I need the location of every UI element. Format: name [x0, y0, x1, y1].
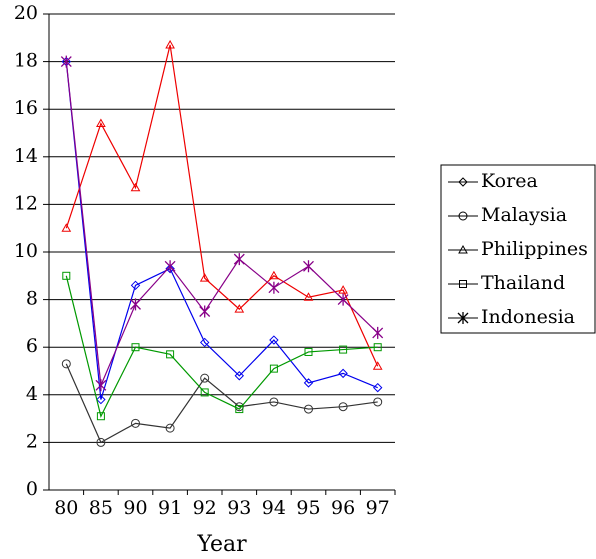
y-tick-label: 6	[26, 335, 38, 357]
data-point	[199, 337, 210, 348]
legend-label: Thailand	[481, 272, 565, 294]
x-tick-label: 94	[262, 497, 286, 519]
data-point	[96, 412, 105, 421]
data-point	[269, 364, 278, 373]
data-point	[130, 182, 141, 192]
x-tick-label: 93	[227, 497, 251, 519]
data-point	[338, 368, 348, 379]
series-line	[65, 363, 378, 444]
data-point	[234, 371, 245, 381]
data-point	[372, 326, 384, 339]
legend-marker	[458, 211, 468, 221]
data-point	[199, 305, 211, 318]
y-tick-label: 20	[14, 2, 38, 24]
y-tick-label: 14	[14, 145, 38, 167]
data-point	[337, 293, 349, 306]
data-point	[61, 223, 72, 232]
data-point	[130, 280, 141, 291]
data-point	[233, 253, 245, 266]
data-point	[200, 373, 210, 383]
x-tick-label: 91	[158, 497, 182, 519]
data-point	[234, 304, 245, 313]
data-point	[235, 405, 244, 414]
data-point	[304, 347, 313, 356]
data-point	[304, 404, 313, 414]
legend-marker	[458, 244, 468, 254]
y-tick-label: 10	[14, 240, 38, 262]
y-tick-label: 8	[26, 288, 38, 310]
x-tick-label: 95	[296, 497, 320, 519]
series-line	[65, 61, 379, 388]
data-point	[131, 418, 140, 428]
data-point	[95, 379, 107, 392]
data-point	[130, 298, 141, 311]
data-point	[60, 55, 72, 68]
data-point	[303, 378, 314, 388]
data-point	[165, 39, 175, 49]
data-point	[269, 397, 279, 407]
data-point	[96, 437, 106, 447]
data-point	[96, 394, 106, 405]
y-tick-label: 16	[14, 97, 38, 119]
data-point	[62, 271, 71, 280]
data-point	[269, 335, 279, 345]
x-tick-label: 96	[331, 497, 355, 519]
x-tick-label: 90	[123, 497, 147, 519]
data-point	[303, 260, 314, 273]
legend-label: Philippines	[481, 238, 588, 260]
y-tick-label: 12	[14, 192, 38, 214]
y-tick-label: 2	[26, 430, 38, 452]
x-tick-label: 80	[54, 497, 78, 519]
x-tick-label: 92	[193, 497, 217, 519]
x-axis-title: Year	[196, 532, 247, 557]
y-tick-label: 4	[26, 383, 38, 405]
y-tick-label: 0	[26, 478, 38, 500]
data-point	[165, 263, 175, 274]
data-point	[373, 397, 383, 407]
data-point	[269, 270, 279, 280]
x-tick-label: 85	[89, 497, 113, 519]
data-point	[303, 292, 314, 301]
data-point	[165, 423, 175, 433]
data-point	[372, 382, 383, 393]
data-point	[61, 359, 71, 369]
x-tick-label: 97	[366, 497, 390, 519]
y-tick-label: 18	[14, 50, 38, 72]
legend-label: Indonesia	[481, 306, 575, 328]
series-line	[65, 275, 378, 418]
series-line	[65, 61, 378, 400]
legend-box	[440, 164, 596, 334]
legend-marker	[458, 177, 468, 187]
legend-label: Malaysia	[481, 204, 567, 226]
legend-marker	[457, 312, 469, 324]
data-point	[338, 285, 348, 294]
legend-marker	[459, 280, 467, 288]
series-line	[65, 44, 379, 367]
data-point	[268, 281, 280, 294]
data-point	[338, 402, 348, 412]
data-point	[166, 350, 175, 359]
data-point	[96, 118, 106, 127]
data-point	[164, 260, 176, 273]
data-point	[131, 343, 140, 352]
data-point	[199, 273, 210, 282]
legend-label: Korea	[481, 170, 538, 192]
data-point	[200, 388, 209, 397]
data-point	[373, 343, 382, 352]
data-point	[339, 345, 348, 354]
data-point	[372, 361, 383, 370]
